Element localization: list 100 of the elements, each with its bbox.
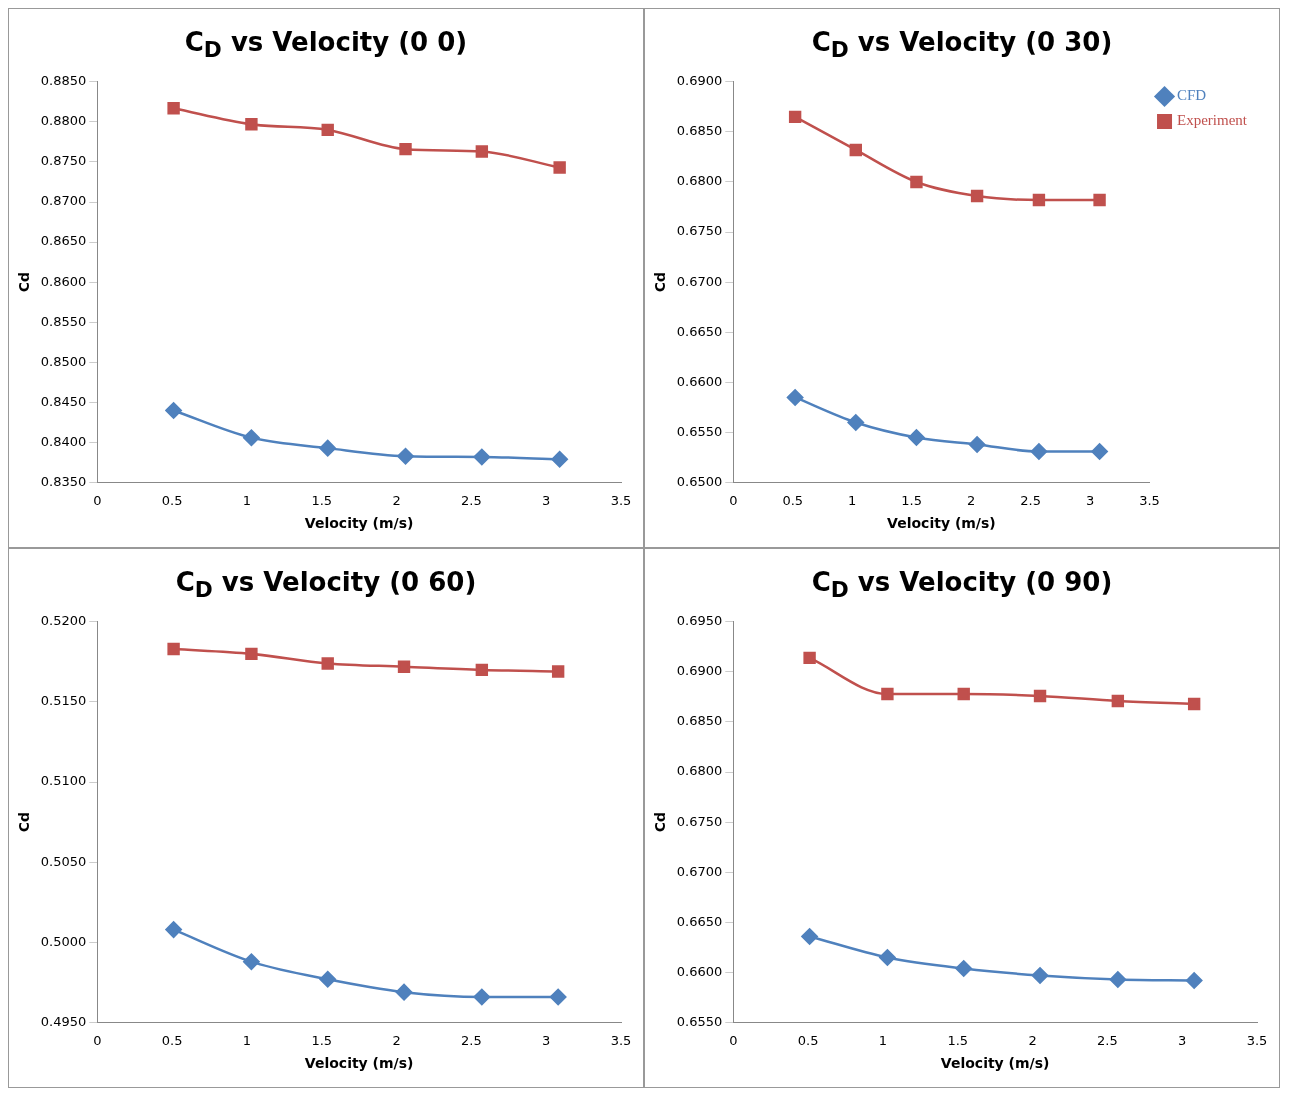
x-tick-label: 1 — [242, 1032, 252, 1048]
point — [245, 647, 258, 661]
point — [1093, 193, 1106, 207]
y-tick-label: 0.6900 — [676, 663, 723, 679]
x-axis-title: Velocity (m/s) — [304, 515, 414, 532]
point — [803, 651, 816, 665]
y-axis-title: Cd — [16, 272, 33, 293]
point — [243, 429, 260, 446]
point — [475, 145, 489, 158]
point — [970, 189, 984, 203]
y-tick-label: 0.8600 — [40, 273, 87, 289]
chart-title: C$_{D}$ vs Velocity (0 90) — [810, 567, 1114, 605]
point — [957, 687, 970, 701]
y-tick-label: 0.6850 — [676, 123, 723, 139]
point — [1111, 694, 1125, 708]
x-tick-label: 0 — [729, 1032, 738, 1048]
point — [243, 953, 260, 970]
point — [879, 949, 896, 966]
y-tick-label: 0.6850 — [676, 713, 723, 729]
y-tick-label: 0.8550 — [40, 313, 87, 329]
y-tick-label: 0.6550 — [676, 1013, 723, 1029]
point — [1187, 697, 1201, 711]
y-tick-label: 0.6800 — [676, 763, 723, 779]
point — [551, 451, 568, 468]
y-tick-label: 0.5000 — [40, 933, 87, 949]
chart-title: C$_{D}$ vs Velocity (0 60) — [174, 567, 478, 605]
point — [1030, 443, 1048, 460]
x-tick-label: 2.5 — [461, 1032, 482, 1048]
y-tick-label: 0.6700 — [676, 863, 723, 879]
point — [1032, 193, 1046, 207]
x-tick-label: 0.5 — [797, 1032, 819, 1048]
point — [1031, 967, 1049, 984]
y-tick-label: 0.8400 — [40, 433, 87, 449]
point — [1091, 443, 1108, 460]
y-tick-label: 0.6650 — [676, 913, 723, 929]
y-tick-label: 0.5050 — [40, 853, 87, 869]
y-tick-label: 0.6950 — [676, 613, 723, 629]
point — [549, 988, 567, 1006]
x-tick-label: 3.5 — [610, 492, 632, 508]
x-tick-label: 2 — [392, 492, 401, 508]
point — [968, 436, 986, 453]
y-tick-label: 0.5100 — [40, 773, 87, 789]
y-tick-label: 0.6700 — [676, 273, 723, 289]
legend-label: Experiment — [1177, 112, 1248, 129]
x-tick-label: 0.5 — [782, 492, 804, 508]
point — [473, 988, 491, 1006]
x-tick-label: 2.5 — [1097, 1032, 1118, 1048]
y-tick-label: 0.6900 — [676, 73, 723, 89]
x-tick-label: 0 — [93, 492, 102, 508]
y-tick-label: 0.6750 — [676, 813, 723, 829]
x-tick-label: 3 — [542, 492, 551, 508]
point — [321, 123, 334, 137]
x-axis-title: Velocity (m/s) — [940, 1055, 1050, 1072]
y-tick-label: 0.8750 — [40, 153, 87, 169]
point — [165, 921, 182, 938]
y-tick-label: 0.8800 — [40, 113, 87, 129]
y-axis-title: Cd — [16, 812, 33, 833]
point — [1033, 689, 1047, 703]
x-tick-label: 1.5 — [311, 492, 333, 508]
x-tick-label: 0.5 — [161, 1032, 183, 1048]
y-tick-label: 0.8500 — [40, 353, 87, 369]
x-tick-label: 3 — [542, 1032, 551, 1048]
x-tick-label: 2 — [1028, 1032, 1037, 1048]
y-tick-label: 0.6800 — [676, 173, 723, 189]
y-tick-label: 0.6600 — [676, 963, 723, 979]
point — [1109, 971, 1127, 988]
x-tick-label: 3.5 — [610, 1032, 632, 1048]
y-tick-label: 0.6650 — [676, 323, 723, 339]
x-tick-label: 1 — [242, 492, 252, 508]
x-tick-label: 2 — [967, 492, 976, 508]
point — [399, 142, 412, 156]
point — [849, 143, 862, 157]
point — [319, 971, 336, 988]
y-tick-label: 0.8650 — [40, 233, 87, 249]
y-tick-label: 0.6550 — [676, 423, 723, 439]
y-tick-label: 0.8700 — [40, 193, 87, 209]
point — [473, 448, 491, 466]
y-tick-label: 0.8350 — [40, 473, 87, 489]
x-tick-label: 3 — [1178, 1032, 1187, 1048]
x-tick-label: 0.5 — [161, 492, 183, 508]
point — [167, 642, 180, 656]
point — [245, 118, 258, 131]
x-tick-label: 0 — [93, 1032, 102, 1048]
x-tick-label: 2.5 — [461, 492, 482, 508]
point — [553, 161, 566, 174]
x-tick-label: 1.5 — [311, 1032, 333, 1048]
y-tick-label: 0.4950 — [40, 1013, 87, 1029]
point — [847, 414, 865, 431]
point — [786, 389, 804, 406]
y-tick-label: 0.6600 — [676, 373, 723, 389]
x-tick-label: 3 — [1085, 492, 1095, 508]
point — [319, 439, 336, 457]
x-tick-label: 2 — [392, 1032, 401, 1048]
point — [788, 110, 802, 124]
point — [881, 687, 894, 701]
point — [397, 660, 411, 673]
x-axis-title: Velocity (m/s) — [887, 515, 996, 532]
point — [1185, 972, 1203, 989]
point — [395, 983, 413, 1001]
x-tick-label: 0 — [729, 492, 738, 508]
